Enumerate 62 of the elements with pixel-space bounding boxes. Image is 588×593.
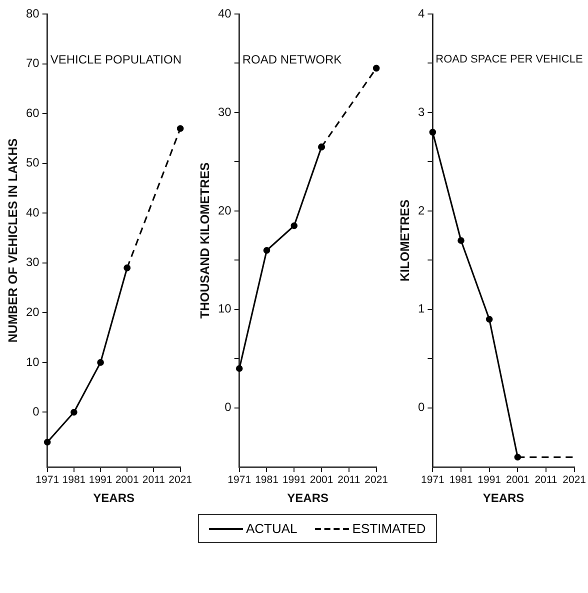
point — [44, 438, 51, 446]
y-tick-label: 2 — [418, 203, 425, 218]
y-axis-title: NUMBER OF VEHICLES IN LAKHS — [6, 138, 20, 343]
y-tick-label: 4 — [418, 6, 425, 20]
y-tick-label: 0 — [224, 400, 232, 414]
y-tick-label: 20 — [218, 203, 232, 218]
y-axis-title: KILOMETRES — [398, 200, 412, 282]
x-axis-title: YEARS — [93, 491, 135, 506]
y-tick-label: 10 — [218, 302, 232, 316]
y-tick-label: 0 — [32, 404, 40, 419]
y-tick-label: 50 — [26, 156, 40, 170]
point — [429, 128, 436, 136]
x-tick-label: 2001 — [506, 474, 530, 486]
point — [372, 64, 380, 72]
legend-label: ESTIMATED — [352, 521, 426, 536]
x-tick-label: 2021 — [168, 474, 192, 486]
x-tick-label: 2021 — [364, 474, 388, 486]
x-tick-label: 2001 — [310, 474, 334, 486]
x-tick-label: 1981 — [449, 474, 473, 486]
point — [176, 125, 184, 132]
x-tick-label: 1971 — [228, 474, 252, 486]
y-tick-label: 30 — [26, 255, 40, 270]
x-tick-label: 2011 — [534, 474, 558, 486]
point — [318, 144, 325, 150]
y-tick-label: 70 — [26, 56, 40, 70]
y-tick-label: 3 — [418, 104, 425, 119]
point — [236, 365, 243, 372]
point — [124, 264, 131, 272]
y-tick-label: 10 — [26, 354, 40, 369]
x-tick-label: 1971 — [420, 474, 445, 486]
x-tick-label: 1991 — [88, 474, 112, 486]
y-tick-label: 60 — [26, 106, 40, 120]
x-tick-label: 1991 — [478, 474, 502, 486]
x-tick-label: 2011 — [142, 474, 166, 486]
point — [290, 222, 298, 230]
point — [97, 359, 104, 366]
x-tick-label: 2011 — [338, 474, 360, 486]
text: VEHICLE POPULATION — [50, 52, 182, 66]
x-axis-title: YEARS — [287, 491, 329, 506]
x-tick-label: 1991 — [282, 474, 306, 486]
y-tick-label: 30 — [218, 104, 232, 119]
point — [458, 237, 464, 244]
text: ROAD NETWORK — [242, 52, 342, 66]
x-tick-label: 1971 — [36, 474, 60, 486]
point — [486, 316, 493, 323]
x-tick-label: 2021 — [562, 474, 586, 486]
y-tick-label: 40 — [218, 6, 232, 20]
y-tick-label: 1 — [418, 302, 425, 316]
y-tick-label: 80 — [26, 6, 40, 20]
text: ROAD SPACE PER VEHICLE — [436, 54, 583, 66]
x-tick-label: 1981 — [255, 474, 279, 486]
point — [514, 454, 522, 461]
x-tick-label: 1981 — [62, 474, 86, 486]
y-tick-label: 0 — [418, 400, 425, 414]
legend-label: ACTUAL — [246, 521, 298, 536]
point — [263, 246, 270, 254]
y-axis-title: THOUSAND KILOMETRES — [198, 162, 212, 319]
x-tick-label: 2001 — [115, 474, 139, 486]
y-tick-label: 40 — [26, 205, 40, 220]
point — [70, 408, 78, 416]
y-tick-label: 20 — [26, 304, 40, 319]
x-axis-title: YEARS — [482, 491, 524, 506]
